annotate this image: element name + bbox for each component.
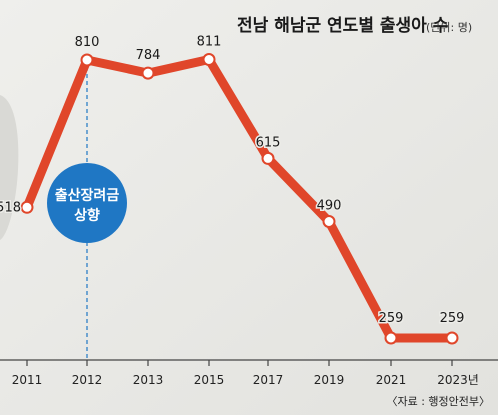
data-label-halo: 615 — [256, 135, 281, 150]
data-point — [261, 151, 275, 165]
data-point — [141, 66, 155, 80]
x-tick-label: 2011 — [12, 373, 43, 387]
data-point — [80, 53, 94, 67]
annotation-circle — [47, 163, 127, 243]
data-label-halo: 811 — [197, 34, 222, 49]
data-label: 518 — [0, 200, 21, 215]
x-tick-label: 2023년 — [437, 373, 479, 387]
data-label: 615 — [256, 135, 281, 150]
data-label-halo: 810 — [75, 35, 100, 50]
data-label: 259 — [379, 311, 404, 326]
annotation-text-line1: 출산장려금 — [55, 187, 120, 204]
data-label-halo: 490 — [317, 198, 342, 213]
annotation-badge: 출산장려금 상향 — [47, 163, 127, 243]
data-label: 784 — [136, 48, 161, 63]
data-points — [20, 53, 459, 345]
source-note: 〈자료 : 행정안전부〉 — [386, 395, 490, 408]
series-line — [22, 55, 457, 343]
data-point — [445, 331, 459, 345]
x-axis-ticks — [26, 360, 453, 366]
data-label: 810 — [75, 35, 100, 50]
chart-title: 전남 해남군 연도별 출생아 수 — [237, 16, 449, 36]
data-label: 811 — [197, 34, 222, 49]
x-tick-label: 2019 — [314, 373, 345, 387]
data-point — [20, 200, 34, 214]
data-label: 259 — [440, 311, 465, 326]
data-label-halo: 518 — [0, 200, 21, 215]
background-decoration — [0, 95, 19, 240]
data-point — [322, 215, 336, 228]
x-tick-label: 2017 — [253, 373, 284, 387]
data-label: 490 — [317, 198, 342, 213]
data-label-halo: 784 — [136, 48, 161, 63]
x-axis-tick-labels: 2011 2012 2013 2015 2017 2019 2021 2023년 — [12, 373, 479, 387]
data-series-line — [22, 55, 457, 343]
data-point — [384, 331, 398, 345]
data-label-halo: 259 — [379, 311, 404, 326]
x-tick-label: 2012 — [72, 373, 103, 387]
data-point — [202, 53, 216, 66]
data-label-halo: 259 — [440, 311, 465, 326]
unit-label: (단위: 명) — [426, 21, 472, 34]
data-labels: 5185188108107847848118116156154904902592… — [0, 33, 466, 328]
x-tick-label: 2015 — [194, 373, 225, 387]
x-tick-label: 2013 — [133, 373, 164, 387]
annotation-text-line2: 상향 — [74, 207, 100, 224]
x-tick-label: 2021 — [376, 373, 407, 387]
